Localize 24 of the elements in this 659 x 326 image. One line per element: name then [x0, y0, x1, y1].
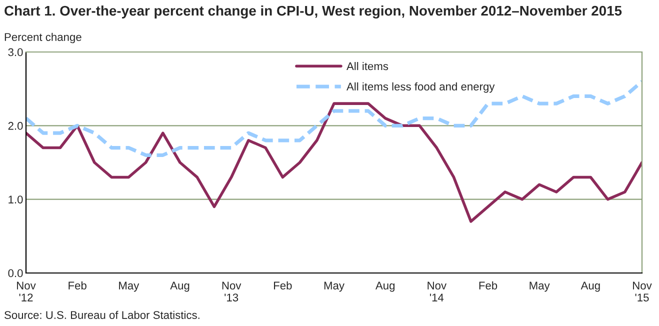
chart-title: Chart 1. Over-the-year percent change in CPI-U, West region, November 2012–November 2015: [4, 5, 622, 19]
x-tick-label: Aug: [170, 282, 190, 292]
x-tick-label: May: [530, 282, 550, 292]
x-tick-label: Feb: [274, 281, 292, 290]
y-tick-label: 3.0: [8, 48, 23, 56]
y-axis-title: Percent change: [4, 32, 82, 44]
x-tick-label: May: [119, 282, 140, 292]
line-series: [26, 80, 642, 157]
x-tick-label: Nov '15: [633, 282, 652, 302]
y-tick-label: 1.0: [8, 196, 23, 204]
x-tick-label: Feb: [68, 281, 86, 290]
x-tick-label: Aug: [375, 282, 395, 292]
x-tick-label: Nov '14: [428, 282, 447, 302]
source-note: Source: U.S. Bureau of Labor Statistics.: [4, 310, 200, 319]
y-tick-label: 2.0: [8, 122, 23, 130]
y-tick-label: 0.0: [8, 269, 23, 278]
legend-label: All items less food and energy: [346, 82, 495, 93]
x-tick-label: Nov '13: [222, 282, 242, 302]
line-series: [26, 102, 642, 223]
x-tick-label: May: [324, 282, 344, 292]
x-tick-label: Aug: [580, 282, 600, 292]
x-tick-label: Feb: [479, 281, 498, 290]
x-tick-label: Nov '12: [17, 282, 36, 302]
legend-label: All items: [346, 62, 388, 70]
